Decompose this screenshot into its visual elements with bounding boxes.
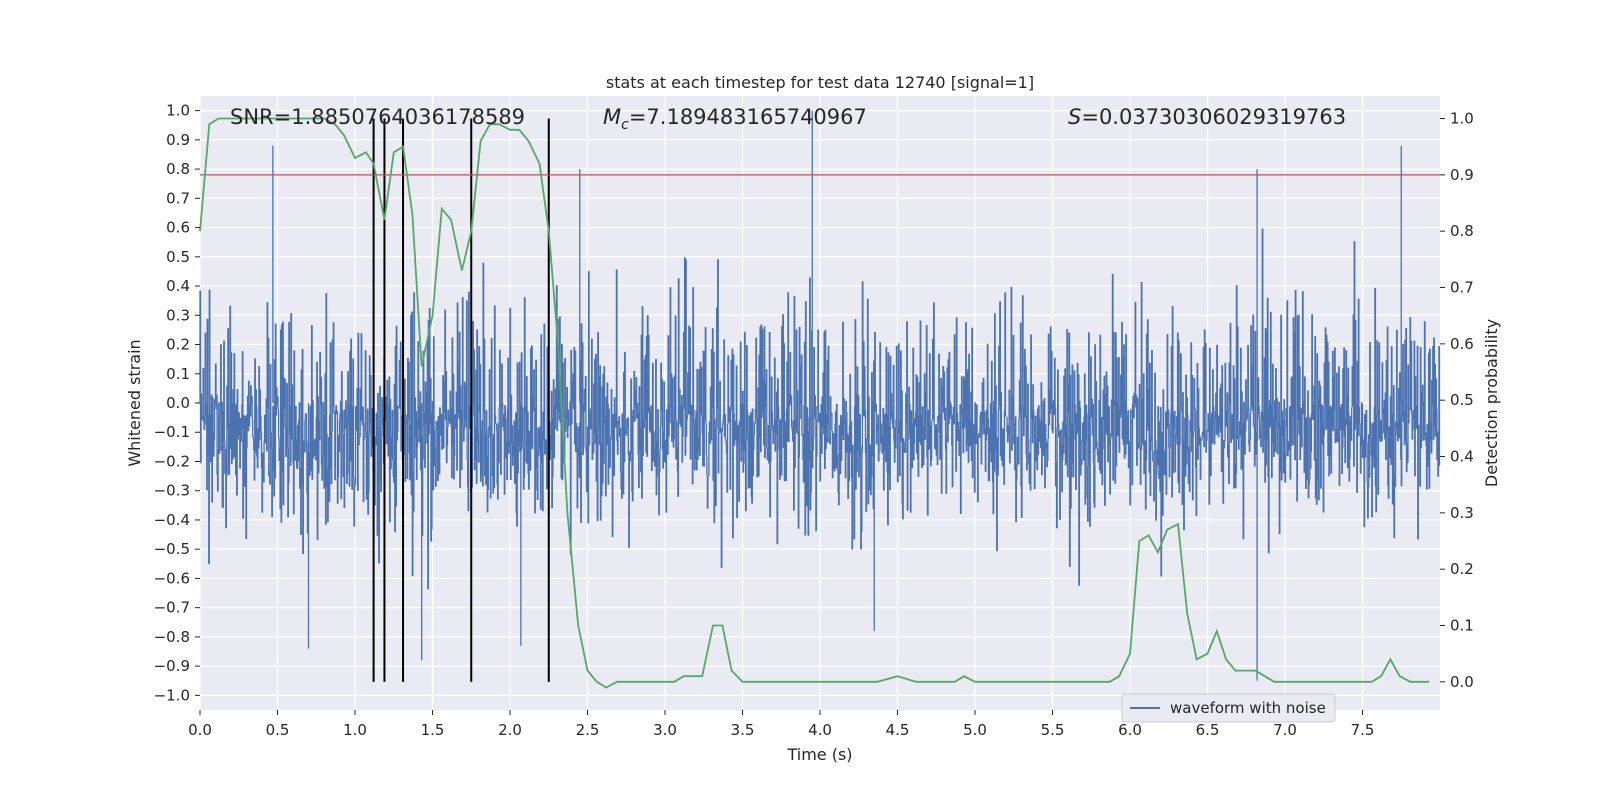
y2-tick-label: 0.7	[1450, 279, 1474, 297]
mc-annotation: Mc=7.189483165740967	[603, 105, 867, 133]
x-axis-ticks: 0.0 0.5 1.0 1.5 2.0 2.5 3.0 3.5 4.0 4.5 5.0 5.5 6.0 6…	[188, 710, 1374, 739]
y-tick-label: 0.9	[166, 131, 190, 149]
x-tick-label: 0.0	[188, 721, 212, 739]
s-symbol: S	[1068, 105, 1081, 129]
y-tick-label: −0.5	[154, 540, 190, 558]
y-tick-label: 0.6	[166, 219, 190, 237]
y-tick-label: 0.3	[166, 306, 190, 324]
x-tick-label: 1.0	[343, 721, 367, 739]
x-tick-label: 6.5	[1196, 721, 1220, 739]
y-tick-label: −0.8	[154, 628, 190, 646]
y2-tick-label: 0.5	[1450, 391, 1474, 409]
x-tick-label: 3.5	[731, 721, 755, 739]
detection-probability-line	[199, 117, 1430, 689]
mc-value: =7.189483165740967	[629, 105, 867, 129]
legend: waveform with noise	[1121, 693, 1336, 723]
y2-tick-label: 0.8	[1450, 222, 1474, 240]
y-axis-ticks: 1.0 0.9 0.8 0.7 0.6 0.5 0.4 0.3 0.2 0.1 0.0 −0.1 −0.…	[154, 102, 200, 704]
y2-tick-label: 0.4	[1450, 448, 1474, 466]
x-tick-label: 6.0	[1118, 721, 1142, 739]
y-tick-label: 0.0	[166, 394, 190, 412]
y-tick-label: 1.0	[166, 102, 190, 120]
x-tick-label: 7.5	[1351, 721, 1375, 739]
y-tick-label: −0.6	[154, 569, 190, 587]
x-tick-label: 5.5	[1041, 721, 1065, 739]
x-tick-label: 0.5	[266, 721, 290, 739]
y2-tick-label: 0.1	[1450, 617, 1474, 635]
waveform-trace	[199, 110, 1441, 681]
y-tick-label: 0.7	[166, 189, 190, 207]
y2-axis-label: Detection probability	[1482, 319, 1501, 487]
y-tick-label: −0.3	[154, 482, 190, 500]
mc-symbol: M	[603, 105, 621, 129]
x-tick-label: 7.0	[1273, 721, 1297, 739]
vertical-markers	[372, 118, 550, 682]
y-tick-label: −0.4	[154, 511, 190, 529]
x-tick-label: 4.0	[808, 721, 832, 739]
y-tick-label: −0.1	[154, 423, 190, 441]
y-axis-label: Whitened strain	[125, 339, 144, 466]
y-tick-label: 0.1	[166, 365, 190, 383]
x-tick-label: 2.0	[498, 721, 522, 739]
x-tick-label: 3.0	[653, 721, 677, 739]
legend-label: waveform with noise	[1170, 699, 1326, 717]
y2-tick-label: 0.9	[1450, 166, 1474, 184]
x-tick-label: 2.5	[576, 721, 600, 739]
chart-title: stats at each timestep for test data 127…	[606, 73, 1034, 92]
x-axis-label: Time (s)	[786, 745, 852, 764]
snr-annotation: SNR=1.8850764036178589	[230, 105, 525, 129]
waveform-series	[199, 110, 1441, 681]
y2-tick-label: 1.0	[1450, 110, 1474, 128]
y2-tick-label: 0.3	[1450, 504, 1474, 522]
y-tick-label: 0.2	[166, 336, 190, 354]
y2-tick-label: 0.2	[1450, 560, 1474, 578]
y-tick-label: 0.8	[166, 160, 190, 178]
s-annotation: S=0.03730306029319763	[1068, 105, 1346, 129]
x-tick-label: 1.5	[421, 721, 445, 739]
y2-tick-label: 0.6	[1450, 335, 1474, 353]
y-tick-label: −0.7	[154, 599, 190, 617]
y-tick-label: −0.9	[154, 657, 190, 675]
mc-subscript: c	[621, 117, 629, 133]
y-tick-label: 0.4	[166, 277, 190, 295]
y2-tick-label: 0.0	[1450, 673, 1474, 691]
y-tick-label: −0.2	[154, 452, 190, 470]
legend-box	[1121, 693, 1336, 723]
y2-axis-ticks: 1.0 0.9 0.8 0.7 0.6 0.5 0.4 0.3 0.2 0.1 0.0	[1440, 110, 1474, 691]
x-tick-label: 4.5	[886, 721, 910, 739]
x-tick-label: 5.0	[963, 721, 987, 739]
y-tick-label: 0.5	[166, 248, 190, 266]
y-tick-label: −1.0	[154, 686, 190, 704]
s-value: =0.03730306029319763	[1081, 105, 1346, 129]
